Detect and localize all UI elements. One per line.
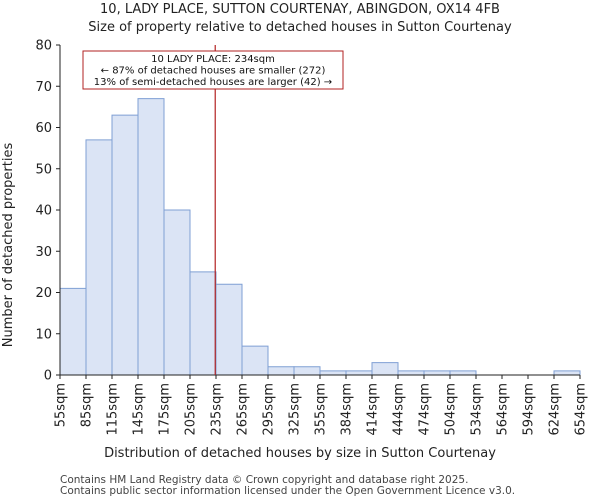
x-tick-label: 414sqm <box>366 383 381 436</box>
footer-line2: Contains public sector information licen… <box>60 485 515 497</box>
bar <box>163 209 191 376</box>
bar <box>293 366 321 376</box>
y-tick-label: 70 <box>35 80 52 95</box>
bar <box>345 370 373 376</box>
x-tick-label: 115sqm <box>106 383 121 436</box>
x-tick-label: 145sqm <box>132 383 147 436</box>
bar <box>449 370 477 376</box>
y-tick-label: 0 <box>44 369 52 384</box>
bar <box>59 287 87 376</box>
bar <box>215 283 243 376</box>
bar <box>137 98 165 376</box>
y-tick-label: 40 <box>35 204 52 219</box>
x-tick-label: 205sqm <box>184 383 199 436</box>
bar <box>371 362 399 376</box>
y-tick-label: 20 <box>35 286 52 301</box>
x-tick-label: 534sqm <box>470 383 485 436</box>
x-tick-label: 444sqm <box>392 383 407 436</box>
bar <box>85 139 113 376</box>
x-tick-label: 504sqm <box>444 383 459 436</box>
annotation-line2: ← 87% of detached houses are smaller (27… <box>101 66 326 77</box>
x-tick-label: 384sqm <box>340 383 355 436</box>
x-tick-label: 85sqm <box>80 383 95 427</box>
x-axis-label: Distribution of detached houses by size … <box>104 446 496 461</box>
x-tick-label: 325sqm <box>288 383 303 436</box>
x-tick-label: 355sqm <box>314 383 329 436</box>
footer-line1: Contains HM Land Registry data © Crown c… <box>60 474 468 486</box>
annotation-line1: 10 LADY PLACE: 234sqm <box>151 54 275 65</box>
x-tick-label: 175sqm <box>158 383 173 436</box>
bar <box>319 370 347 376</box>
y-tick-label: 60 <box>35 121 52 136</box>
x-tick-label: 654sqm <box>574 383 589 436</box>
chart-title-line2: Size of property relative to detached ho… <box>88 20 512 35</box>
bar <box>267 366 295 376</box>
x-tick-label: 474sqm <box>418 383 433 436</box>
y-tick-label: 80 <box>35 39 52 54</box>
x-tick-label: 265sqm <box>236 383 251 436</box>
x-tick-label: 594sqm <box>522 383 537 436</box>
bar <box>423 370 451 376</box>
bar <box>397 370 425 376</box>
x-tick-label: 564sqm <box>496 383 511 436</box>
bar <box>111 114 139 376</box>
y-axis-label: Number of detached properties <box>1 143 16 348</box>
x-tick-label: 624sqm <box>548 383 563 436</box>
x-tick-label: 295sqm <box>262 383 277 436</box>
annotation-box <box>82 50 344 90</box>
plot-area: 0 10 20 30 40 50 60 70 80 55sqm 85sqm 115sqm 145sqm 1… <box>35 39 588 436</box>
bar <box>553 370 581 376</box>
x-tick-label: 235sqm <box>210 383 225 436</box>
y-tick-label: 30 <box>35 245 52 260</box>
x-tick-label: 55sqm <box>54 383 69 427</box>
annotation-line3: 13% of semi-detached houses are larger (… <box>94 77 332 88</box>
bar <box>241 345 269 376</box>
chart-title-line1: 10, LADY PLACE, SUTTON COURTENAY, ABINGD… <box>100 2 500 17</box>
y-tick-label: 10 <box>35 327 52 342</box>
y-tick-label: 50 <box>35 162 52 177</box>
bar <box>189 271 217 376</box>
